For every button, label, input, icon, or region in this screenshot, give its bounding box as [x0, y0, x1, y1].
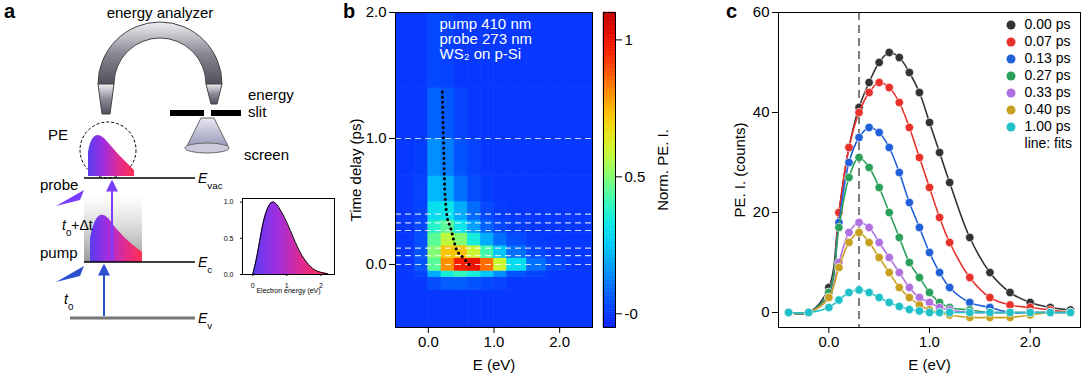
svg-text:0.0: 0.0 — [818, 333, 839, 350]
html-text:0.00 ps: 0.00 ps — [1024, 16, 1071, 32]
html-text:a: a — [4, 0, 16, 22]
svg-text:0.0: 0.0 — [224, 271, 234, 278]
svg-text:Norm. PE. I.: Norm. PE. I. — [654, 129, 671, 211]
svg-text:Ev: Ev — [198, 310, 212, 331]
html-text:0.07 ps: 0.07 ps — [1024, 33, 1071, 49]
svg-text:-0: -0 — [625, 305, 638, 322]
svg-text:energy analyzer: energy analyzer — [107, 4, 214, 21]
svg-text:probe: probe — [40, 176, 78, 193]
svg-text:screen: screen — [244, 146, 289, 163]
svg-text:1: 1 — [625, 31, 633, 48]
svg-text:PE. I. (counts): PE. I. (counts) — [731, 122, 748, 217]
html-text:c: c — [726, 0, 738, 22]
html-text:0.13 ps: 0.13 ps — [1024, 50, 1071, 66]
svg-text:2.0: 2.0 — [549, 333, 570, 350]
svg-text:pump 410 nmprobe 273 nmWS₂ on: pump 410 nmprobe 273 nmWS₂ on p-Si — [440, 15, 533, 62]
svg-text:1.0: 1.0 — [224, 198, 234, 205]
svg-text:2: 2 — [318, 282, 323, 290]
svg-text:1.0: 1.0 — [484, 333, 505, 350]
svg-text:0: 0 — [251, 282, 255, 289]
svg-text:energy: energy — [248, 86, 294, 103]
svg-text:t0: t0 — [64, 291, 74, 312]
svg-text:Ec: Ec — [198, 254, 212, 275]
svg-text:PE: PE — [48, 126, 68, 143]
svg-text:Time delay (ps): Time delay (ps) — [347, 119, 364, 222]
svg-text:40: 40 — [753, 103, 770, 120]
svg-text:slit: slit — [248, 103, 267, 120]
html-text:b: b — [343, 0, 356, 22]
svg-text:20: 20 — [753, 203, 770, 220]
html-text:line: fits: line: fits — [1024, 135, 1072, 151]
html-text:0.27 ps: 0.27 ps — [1024, 67, 1071, 83]
html-text:1.00 ps: 1.00 ps — [1024, 118, 1071, 134]
svg-text:Evac: Evac — [198, 170, 223, 191]
svg-text:60: 60 — [753, 3, 770, 20]
svg-text:0.5: 0.5 — [224, 235, 234, 242]
svg-text:E (eV): E (eV) — [908, 356, 951, 373]
svg-text:pump: pump — [40, 244, 78, 261]
svg-text:0.5: 0.5 — [625, 168, 646, 185]
html-text:0.40 ps: 0.40 ps — [1024, 101, 1071, 117]
svg-text:2.0: 2.0 — [366, 3, 387, 20]
svg-text:0.0: 0.0 — [366, 255, 387, 272]
svg-text:0: 0 — [761, 303, 769, 320]
svg-text:Electron energy (eV): Electron energy (eV) — [256, 287, 320, 295]
svg-text:1.0: 1.0 — [366, 129, 387, 146]
svg-text:1.0: 1.0 — [919, 333, 940, 350]
html-text:0.33 ps: 0.33 ps — [1024, 84, 1071, 100]
svg-text:0.0: 0.0 — [418, 333, 439, 350]
svg-text:2.0: 2.0 — [1020, 333, 1041, 350]
svg-text:E (eV): E (eV) — [473, 356, 516, 373]
svg-text:t0+Δt: t0+Δt — [62, 217, 93, 238]
